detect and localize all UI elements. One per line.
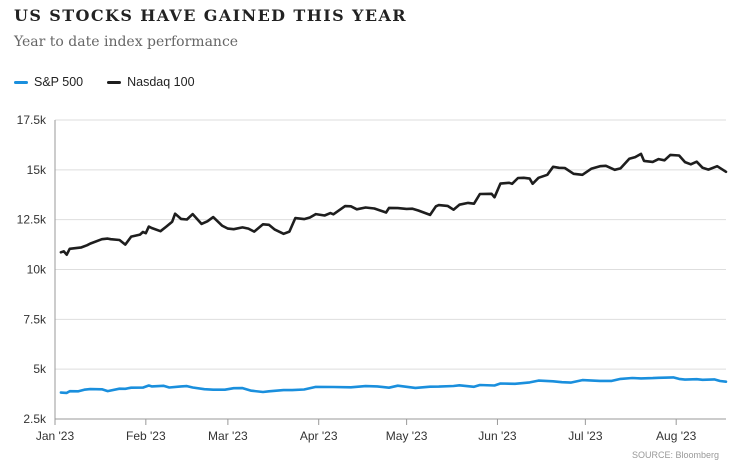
y-tick-label: 10k <box>27 263 47 277</box>
chart-subtitle: Year to date index performance <box>14 34 239 50</box>
chart-legend: S&P 500 Nasdaq 100 <box>14 75 219 89</box>
series-line-sp500 <box>59 376 728 395</box>
y-tick-label: 2.5k <box>23 412 47 426</box>
x-tick-label: Jan '23 <box>36 429 75 443</box>
x-tick-label: Feb '23 <box>126 429 166 443</box>
legend-item-nasdaq100: Nasdaq 100 <box>107 75 195 89</box>
x-tick-label: May '23 <box>386 429 428 443</box>
legend-item-sp500: S&P 500 <box>14 75 83 89</box>
x-tick-label: Jul '23 <box>568 429 603 443</box>
source-note: SOURCE: Bloomberg <box>632 450 719 460</box>
chart-title: US STOCKS HAVE GAINED THIS YEAR <box>14 6 407 25</box>
x-tick-label: Apr '23 <box>300 429 338 443</box>
x-tick-label: Mar '23 <box>208 429 248 443</box>
x-tick-label: Jun '23 <box>478 429 517 443</box>
y-tick-label: 5k <box>33 362 47 376</box>
y-tick-label: 15k <box>27 163 47 177</box>
series-line-nasdaq100 <box>59 152 728 256</box>
y-tick-label: 7.5k <box>23 312 47 326</box>
y-tick-label: 17.5k <box>17 113 47 127</box>
legend-label-nasdaq100: Nasdaq 100 <box>127 75 195 89</box>
legend-label-sp500: S&P 500 <box>34 75 84 89</box>
series-lines <box>59 152 728 395</box>
legend-swatch-nasdaq100 <box>107 80 122 84</box>
x-tick-label: Aug '23 <box>656 429 697 443</box>
gridlines <box>55 119 726 370</box>
axes: 2.5k 5k 7.5k 10k 12.5k 15k 17.5k Jan '23 Feb '23… <box>17 113 726 443</box>
legend-swatch-sp500 <box>14 80 28 84</box>
y-tick-label: 12.5k <box>17 213 47 227</box>
